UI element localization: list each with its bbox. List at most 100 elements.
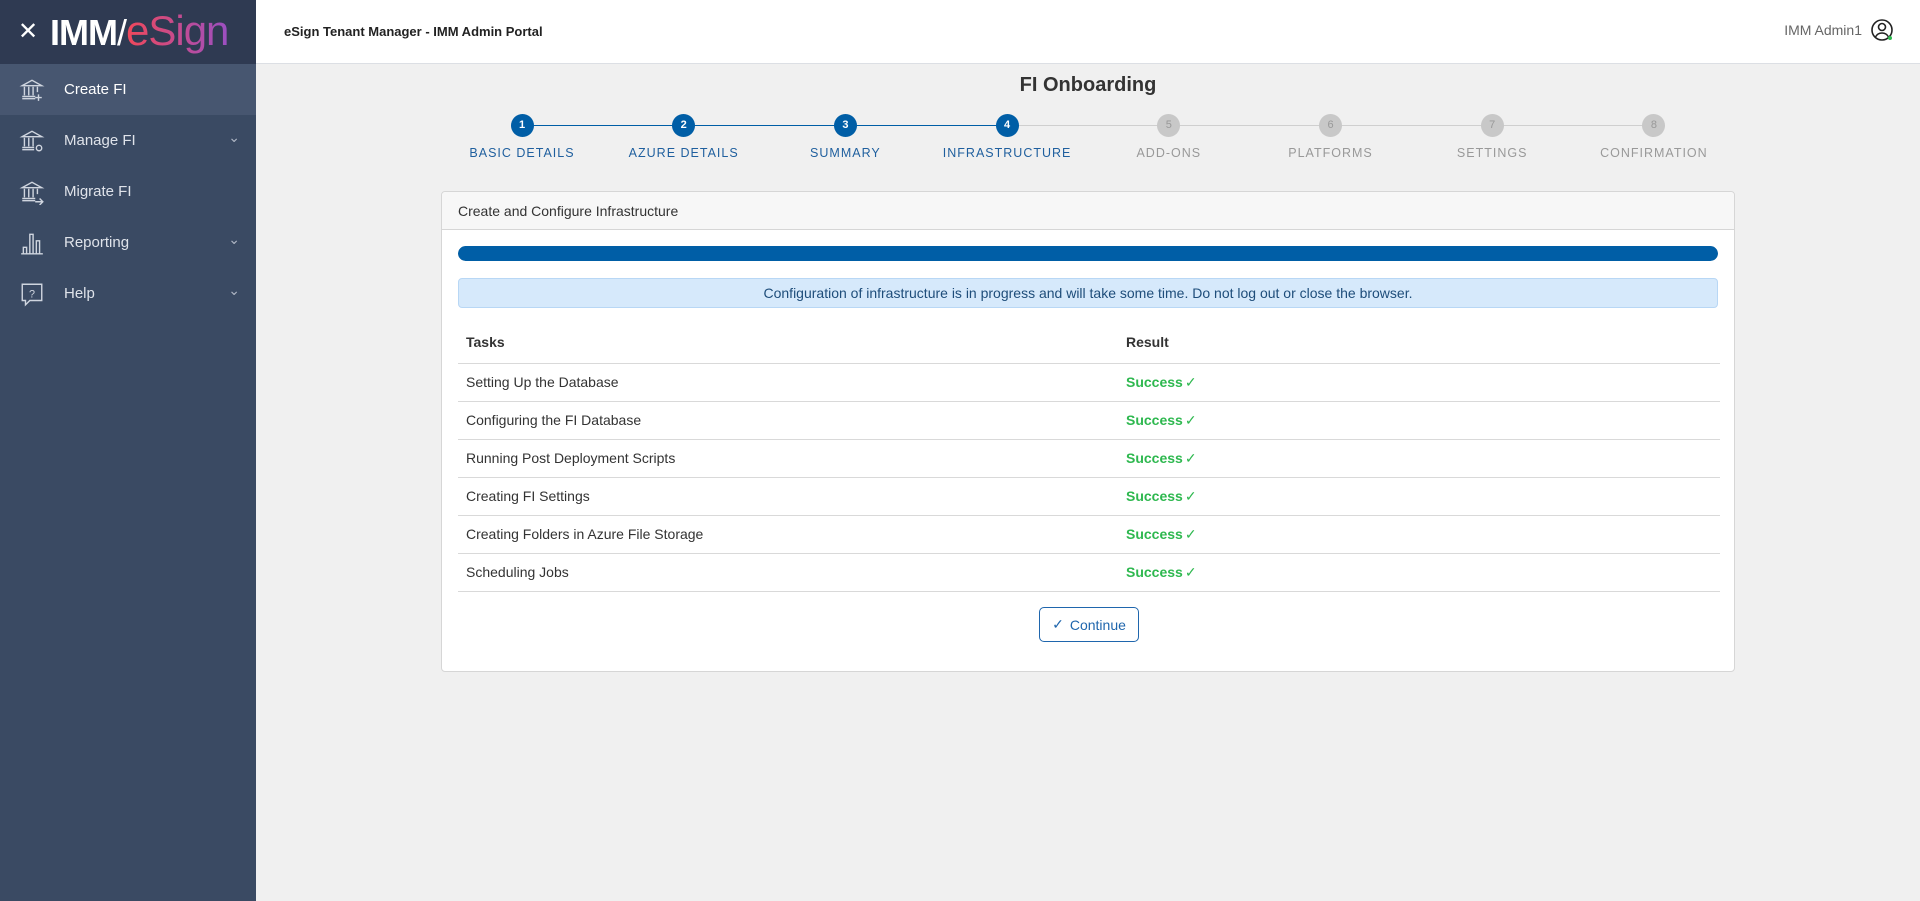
top-bar: eSign Tenant Manager - IMM Admin Portal …	[256, 0, 1920, 64]
sidebar-item-manage-fi[interactable]: Manage FI ⌄	[0, 115, 256, 166]
user-avatar-icon	[1871, 19, 1893, 41]
check-icon: ✓	[1184, 487, 1197, 504]
chevron-down-icon: ⌄	[228, 231, 240, 247]
close-menu-icon[interactable]: ✕	[18, 18, 39, 45]
step-label: SETTINGS	[1456, 146, 1528, 160]
result-text: Success	[1126, 525, 1183, 542]
sidebar-item-label: Migrate FI	[64, 183, 132, 200]
task-name: Creating Folders in Azure File Storage	[458, 515, 1117, 554]
info-alert: Configuration of infrastructure is in pr…	[458, 278, 1718, 308]
task-name: Setting Up the Database	[458, 363, 1117, 402]
step-number: 8	[1642, 114, 1666, 137]
sidebar-item-label: Help	[64, 285, 95, 302]
step-number: 6	[1319, 114, 1342, 137]
step-label: SUMMARY	[810, 146, 881, 160]
bar-chart-icon	[0, 230, 64, 256]
result-text: Success	[1126, 411, 1183, 428]
table-row: Creating FI Settings Success ✓	[458, 477, 1720, 516]
check-icon: ✓	[1184, 525, 1197, 542]
table-row: Scheduling Jobs Success ✓	[458, 553, 1720, 592]
step-label: CONFIRMATION	[1600, 146, 1708, 160]
task-result: Success ✓	[1117, 553, 1720, 592]
step-platforms: 6 PLATFORMS	[1251, 114, 1411, 160]
result-text: Success	[1126, 487, 1183, 504]
progress-fill	[458, 246, 1718, 261]
step-connector	[683, 125, 846, 126]
table-row: Creating Folders in Azure File Storage Su…	[458, 515, 1720, 554]
table-row: Running Post Deployment Scripts Success ✓	[458, 439, 1720, 478]
check-icon: ✓	[1184, 563, 1197, 580]
check-icon: ✓	[1184, 411, 1197, 428]
sidebar-item-label: Manage FI	[64, 132, 136, 149]
task-result: Success ✓	[1117, 401, 1720, 440]
task-result: Success ✓	[1117, 439, 1720, 478]
chevron-down-icon: ⌄	[228, 129, 240, 145]
continue-button[interactable]: ✓ Continue	[1039, 607, 1139, 642]
logo: IMM/eSign	[50, 7, 229, 54]
step-number: 1	[510, 114, 534, 137]
sidebar-item-help[interactable]: ? Help ⌄	[0, 268, 256, 319]
step-number: 2	[672, 114, 696, 137]
continue-label: Continue	[1069, 616, 1126, 633]
task-result: Success ✓	[1117, 515, 1720, 554]
check-icon: ✓	[1184, 373, 1197, 390]
step-label: BASIC DETAILS	[469, 146, 575, 160]
task-result: Success ✓	[1117, 477, 1720, 516]
panel-title: Create and Configure Infrastructure	[442, 192, 1734, 230]
result-text: Success	[1126, 563, 1183, 580]
step-connector	[1492, 125, 1654, 126]
step-connector	[522, 125, 684, 126]
user-menu[interactable]: IMM Admin1	[1784, 18, 1894, 42]
page-title: FI Onboarding	[1019, 74, 1157, 96]
column-header-tasks: Tasks	[458, 321, 1117, 364]
result-text: Success	[1126, 449, 1183, 466]
app-title: eSign Tenant Manager - IMM Admin Portal	[284, 24, 543, 39]
progress-bar	[458, 246, 1718, 261]
step-connector	[1330, 125, 1493, 126]
step-add-ons: 5 ADD-ONS	[1089, 114, 1249, 160]
column-header-result: Result	[1117, 321, 1720, 364]
step-number: 5	[1157, 114, 1181, 137]
step-label: PLATFORMS	[1288, 146, 1373, 160]
check-icon: ✓	[1052, 616, 1064, 632]
step-label: INFRASTRUCTURE	[942, 146, 1072, 160]
table-row: Setting Up the Database Success ✓	[458, 363, 1720, 402]
onboarding-stepper: 1 BASIC DETAILS 2 AZURE DETAILS 3 SUMMARY 4 INF…	[441, 114, 1735, 174]
step-confirmation: 8 CONFIRMATION	[1574, 114, 1734, 160]
bank-plus-icon	[0, 77, 64, 103]
tasks-table: Tasks Result Setting Up the Database Succ…	[458, 321, 1720, 592]
task-name: Running Post Deployment Scripts	[458, 439, 1117, 478]
sidebar-item-migrate-fi[interactable]: Migrate FI	[0, 166, 256, 217]
step-infrastructure: 4 INFRASTRUCTURE	[927, 114, 1087, 160]
table-row: Configuring the FI Database Success ✓	[458, 401, 1720, 440]
step-basic-details: 1 BASIC DETAILS	[442, 114, 602, 160]
check-icon: ✓	[1184, 449, 1197, 466]
step-connector	[1007, 125, 1169, 126]
svg-text:?: ?	[29, 288, 35, 300]
step-number: 4	[995, 114, 1019, 137]
sidebar-item-create-fi[interactable]: Create FI	[0, 64, 256, 115]
step-connector	[1168, 125, 1331, 126]
task-name: Scheduling Jobs	[458, 553, 1117, 592]
sidebar: ✕ IMM/eSign Create FI Manage FI ⌄ Migrate F…	[0, 0, 256, 901]
step-connector	[845, 125, 1008, 126]
step-summary: 3 SUMMARY	[765, 114, 925, 160]
sidebar-item-reporting[interactable]: Reporting ⌄	[0, 217, 256, 268]
bank-arrow-icon	[0, 179, 64, 205]
task-name: Configuring the FI Database	[458, 401, 1117, 440]
step-label: AZURE DETAILS	[628, 146, 739, 160]
user-name: IMM Admin1	[1784, 22, 1862, 38]
step-number: 3	[833, 114, 857, 137]
sidebar-item-label: Create FI	[64, 81, 127, 98]
bank-gear-icon	[0, 128, 64, 154]
step-label: ADD-ONS	[1136, 146, 1202, 160]
result-text: Success	[1126, 373, 1183, 390]
task-name: Creating FI Settings	[458, 477, 1117, 516]
chevron-down-icon: ⌄	[228, 282, 240, 298]
brand-bar: ✕ IMM/eSign	[0, 0, 256, 64]
help-bubble-icon: ?	[0, 281, 64, 307]
step-settings: 7 SETTINGS	[1412, 114, 1572, 160]
sidebar-item-label: Reporting	[64, 234, 130, 251]
infrastructure-panel: Create and Configure Infrastructure Conf…	[441, 191, 1735, 672]
step-azure-details: 2 AZURE DETAILS	[604, 114, 764, 160]
